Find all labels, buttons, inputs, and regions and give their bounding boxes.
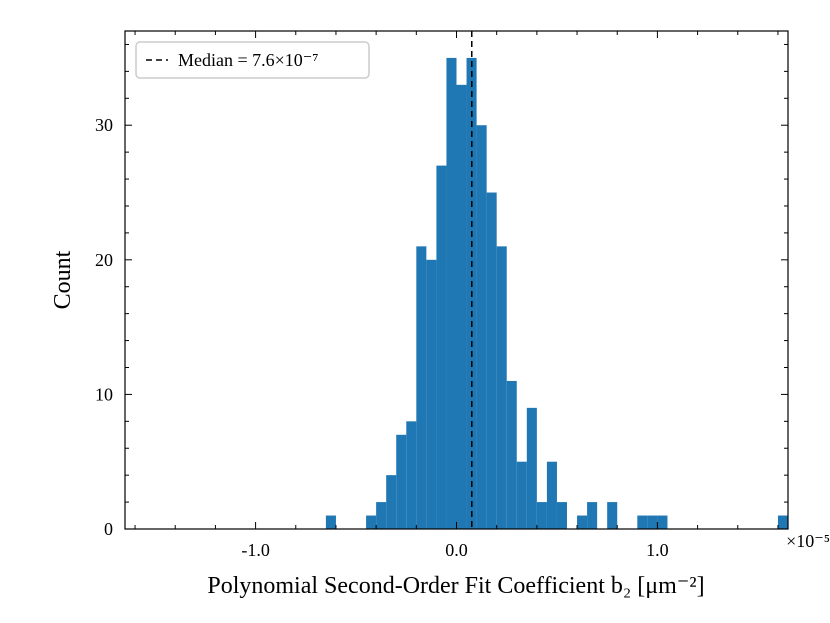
histogram-bar xyxy=(607,502,618,529)
histogram-bar xyxy=(526,407,537,529)
histogram-bar xyxy=(536,502,547,529)
x-tick-label: -1.0 xyxy=(241,540,270,560)
histogram-bar xyxy=(556,502,567,529)
histogram-bar xyxy=(416,246,427,529)
x-axis-label: Polynomial Second-Order Fit Coefficient … xyxy=(207,573,704,599)
histogram-bar xyxy=(516,461,527,529)
histogram-bar xyxy=(637,515,648,529)
histogram-bar xyxy=(406,421,417,529)
x-tick-label: 0.0 xyxy=(445,540,468,560)
histogram-bar xyxy=(366,515,377,529)
histogram-bar xyxy=(496,246,507,529)
y-tick-label: 0 xyxy=(104,519,113,539)
histogram-bar xyxy=(386,475,397,529)
x-axis-multiplier: ×10⁻⁵ xyxy=(786,531,830,551)
histogram-bar xyxy=(657,515,668,529)
histogram-bar xyxy=(777,515,788,529)
histogram-bar xyxy=(546,461,557,529)
histogram-bar xyxy=(486,192,497,529)
histogram-bar xyxy=(577,515,588,529)
histogram-bar xyxy=(376,502,387,529)
x-axis-ticks: -1.0 0.0 1.0 xyxy=(134,31,779,560)
histogram-bar xyxy=(647,515,658,529)
histogram-bar xyxy=(426,259,437,529)
histogram-bar xyxy=(446,57,457,530)
histogram-bar xyxy=(587,502,598,529)
y-tick-label: 20 xyxy=(95,250,113,270)
y-axis-label: Count xyxy=(50,250,76,309)
histogram-bar xyxy=(456,84,467,530)
legend-box xyxy=(135,41,370,79)
histogram-bar xyxy=(436,165,447,529)
y-tick-label: 10 xyxy=(95,384,113,404)
y-tick-label: 30 xyxy=(95,115,113,135)
x-tick-label: 1.0 xyxy=(646,540,669,560)
y-axis-ticks: 0 10 20 30 xyxy=(95,43,788,539)
histogram-bar xyxy=(506,380,517,529)
legend: Median = 7.6×10⁻⁷ xyxy=(135,41,370,79)
histogram-bar xyxy=(325,515,336,529)
histogram-bar xyxy=(476,125,487,529)
histogram-bar xyxy=(396,434,407,529)
legend-median-label: Median = 7.6×10⁻⁷ xyxy=(178,50,319,70)
